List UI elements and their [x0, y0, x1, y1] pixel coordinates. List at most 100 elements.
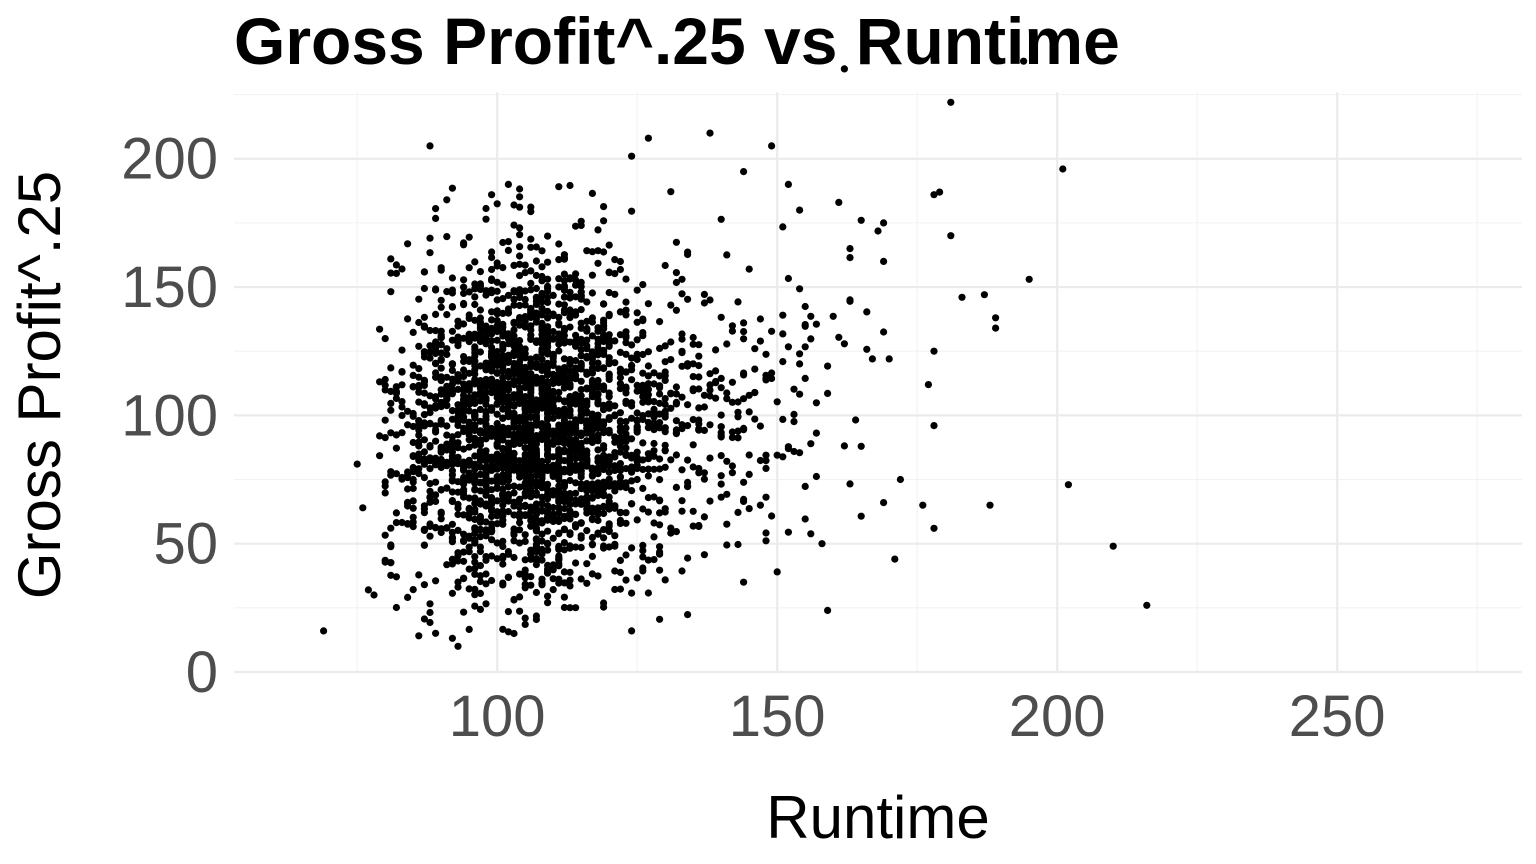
- data-point: [633, 309, 641, 317]
- data-point: [488, 325, 496, 333]
- data-point: [628, 341, 636, 349]
- data-point: [689, 416, 697, 424]
- data-point: [560, 422, 569, 430]
- data-point: [695, 469, 703, 477]
- data-point: [482, 388, 490, 396]
- data-point: [936, 188, 944, 196]
- data-point: [700, 426, 709, 434]
- data-point: [471, 452, 479, 460]
- data-point: [717, 429, 725, 437]
- data-point: [404, 520, 412, 528]
- data-point: [583, 487, 591, 495]
- data-point: [790, 447, 798, 456]
- data-point: [555, 504, 563, 512]
- data-point: [583, 298, 591, 306]
- data-point: [499, 362, 507, 371]
- data-point: [560, 539, 569, 547]
- data-point: [516, 483, 524, 491]
- data-point: [622, 482, 630, 490]
- data-point: [639, 439, 647, 447]
- data-point: [947, 232, 955, 240]
- data-point: [538, 575, 546, 583]
- data-point: [616, 409, 625, 417]
- data-point: [387, 524, 395, 532]
- data-point: [443, 484, 451, 492]
- data-point: [577, 575, 585, 583]
- data-point: [672, 426, 681, 434]
- data-point: [387, 399, 395, 407]
- data-point: [471, 472, 479, 480]
- data-point: [566, 374, 574, 382]
- data-point: [381, 416, 389, 424]
- data-point: [471, 285, 479, 293]
- data-point: [521, 511, 529, 519]
- data-point: [723, 457, 731, 465]
- data-point: [684, 456, 692, 464]
- data-point: [628, 463, 636, 471]
- data-point: [672, 483, 681, 491]
- data-point: [499, 537, 507, 545]
- data-point: [432, 343, 440, 351]
- data-point: [488, 552, 496, 560]
- data-point: [521, 614, 529, 622]
- data-point: [588, 289, 597, 297]
- data-point: [639, 415, 647, 424]
- data-point: [465, 288, 473, 296]
- data-point: [650, 369, 658, 377]
- data-point: [616, 460, 625, 468]
- data-point: [387, 255, 395, 263]
- data-point: [527, 406, 535, 414]
- data-point: [577, 319, 585, 327]
- data-point: [516, 252, 524, 260]
- data-point: [992, 324, 1000, 332]
- data-point: [404, 421, 412, 429]
- data-point: [465, 431, 473, 439]
- data-point: [572, 445, 580, 453]
- data-point: [544, 441, 552, 449]
- data-point: [454, 453, 462, 461]
- data-point: [628, 454, 636, 462]
- data-point: [471, 300, 479, 309]
- data-point: [600, 418, 608, 426]
- data-point: [387, 471, 395, 479]
- data-point: [628, 152, 636, 160]
- data-point: [588, 426, 597, 434]
- data-point: [437, 296, 445, 304]
- data-point: [745, 505, 753, 513]
- data-point: [465, 625, 473, 634]
- data-point: [661, 358, 669, 366]
- data-point: [465, 443, 473, 451]
- data-point: [488, 343, 496, 351]
- data-point: [745, 265, 753, 273]
- data-point: [801, 322, 809, 330]
- data-point: [678, 393, 686, 401]
- data-point: [510, 464, 518, 472]
- data-point: [549, 575, 557, 583]
- data-point: [460, 537, 468, 546]
- data-point: [426, 608, 434, 617]
- data-point: [516, 345, 524, 353]
- data-point: [415, 455, 423, 463]
- data-point: [460, 548, 468, 556]
- data-point: [527, 313, 535, 321]
- data-point: [600, 483, 608, 492]
- data-point: [880, 499, 888, 507]
- data-point: [566, 338, 574, 346]
- data-point: [420, 313, 428, 321]
- data-point: [577, 217, 585, 225]
- data-point: [381, 489, 389, 497]
- data-point: [516, 457, 524, 465]
- data-point: [560, 483, 569, 491]
- data-point: [532, 612, 541, 620]
- data-point: [740, 371, 748, 379]
- data-point: [409, 361, 417, 369]
- data-point: [639, 350, 647, 359]
- data-point: [678, 466, 686, 474]
- data-point: [549, 394, 557, 402]
- data-point: [616, 473, 625, 481]
- data-point: [717, 215, 725, 223]
- data-point: [544, 293, 552, 301]
- data-point: [600, 478, 608, 486]
- data-point: [527, 581, 535, 589]
- data-point: [611, 453, 619, 461]
